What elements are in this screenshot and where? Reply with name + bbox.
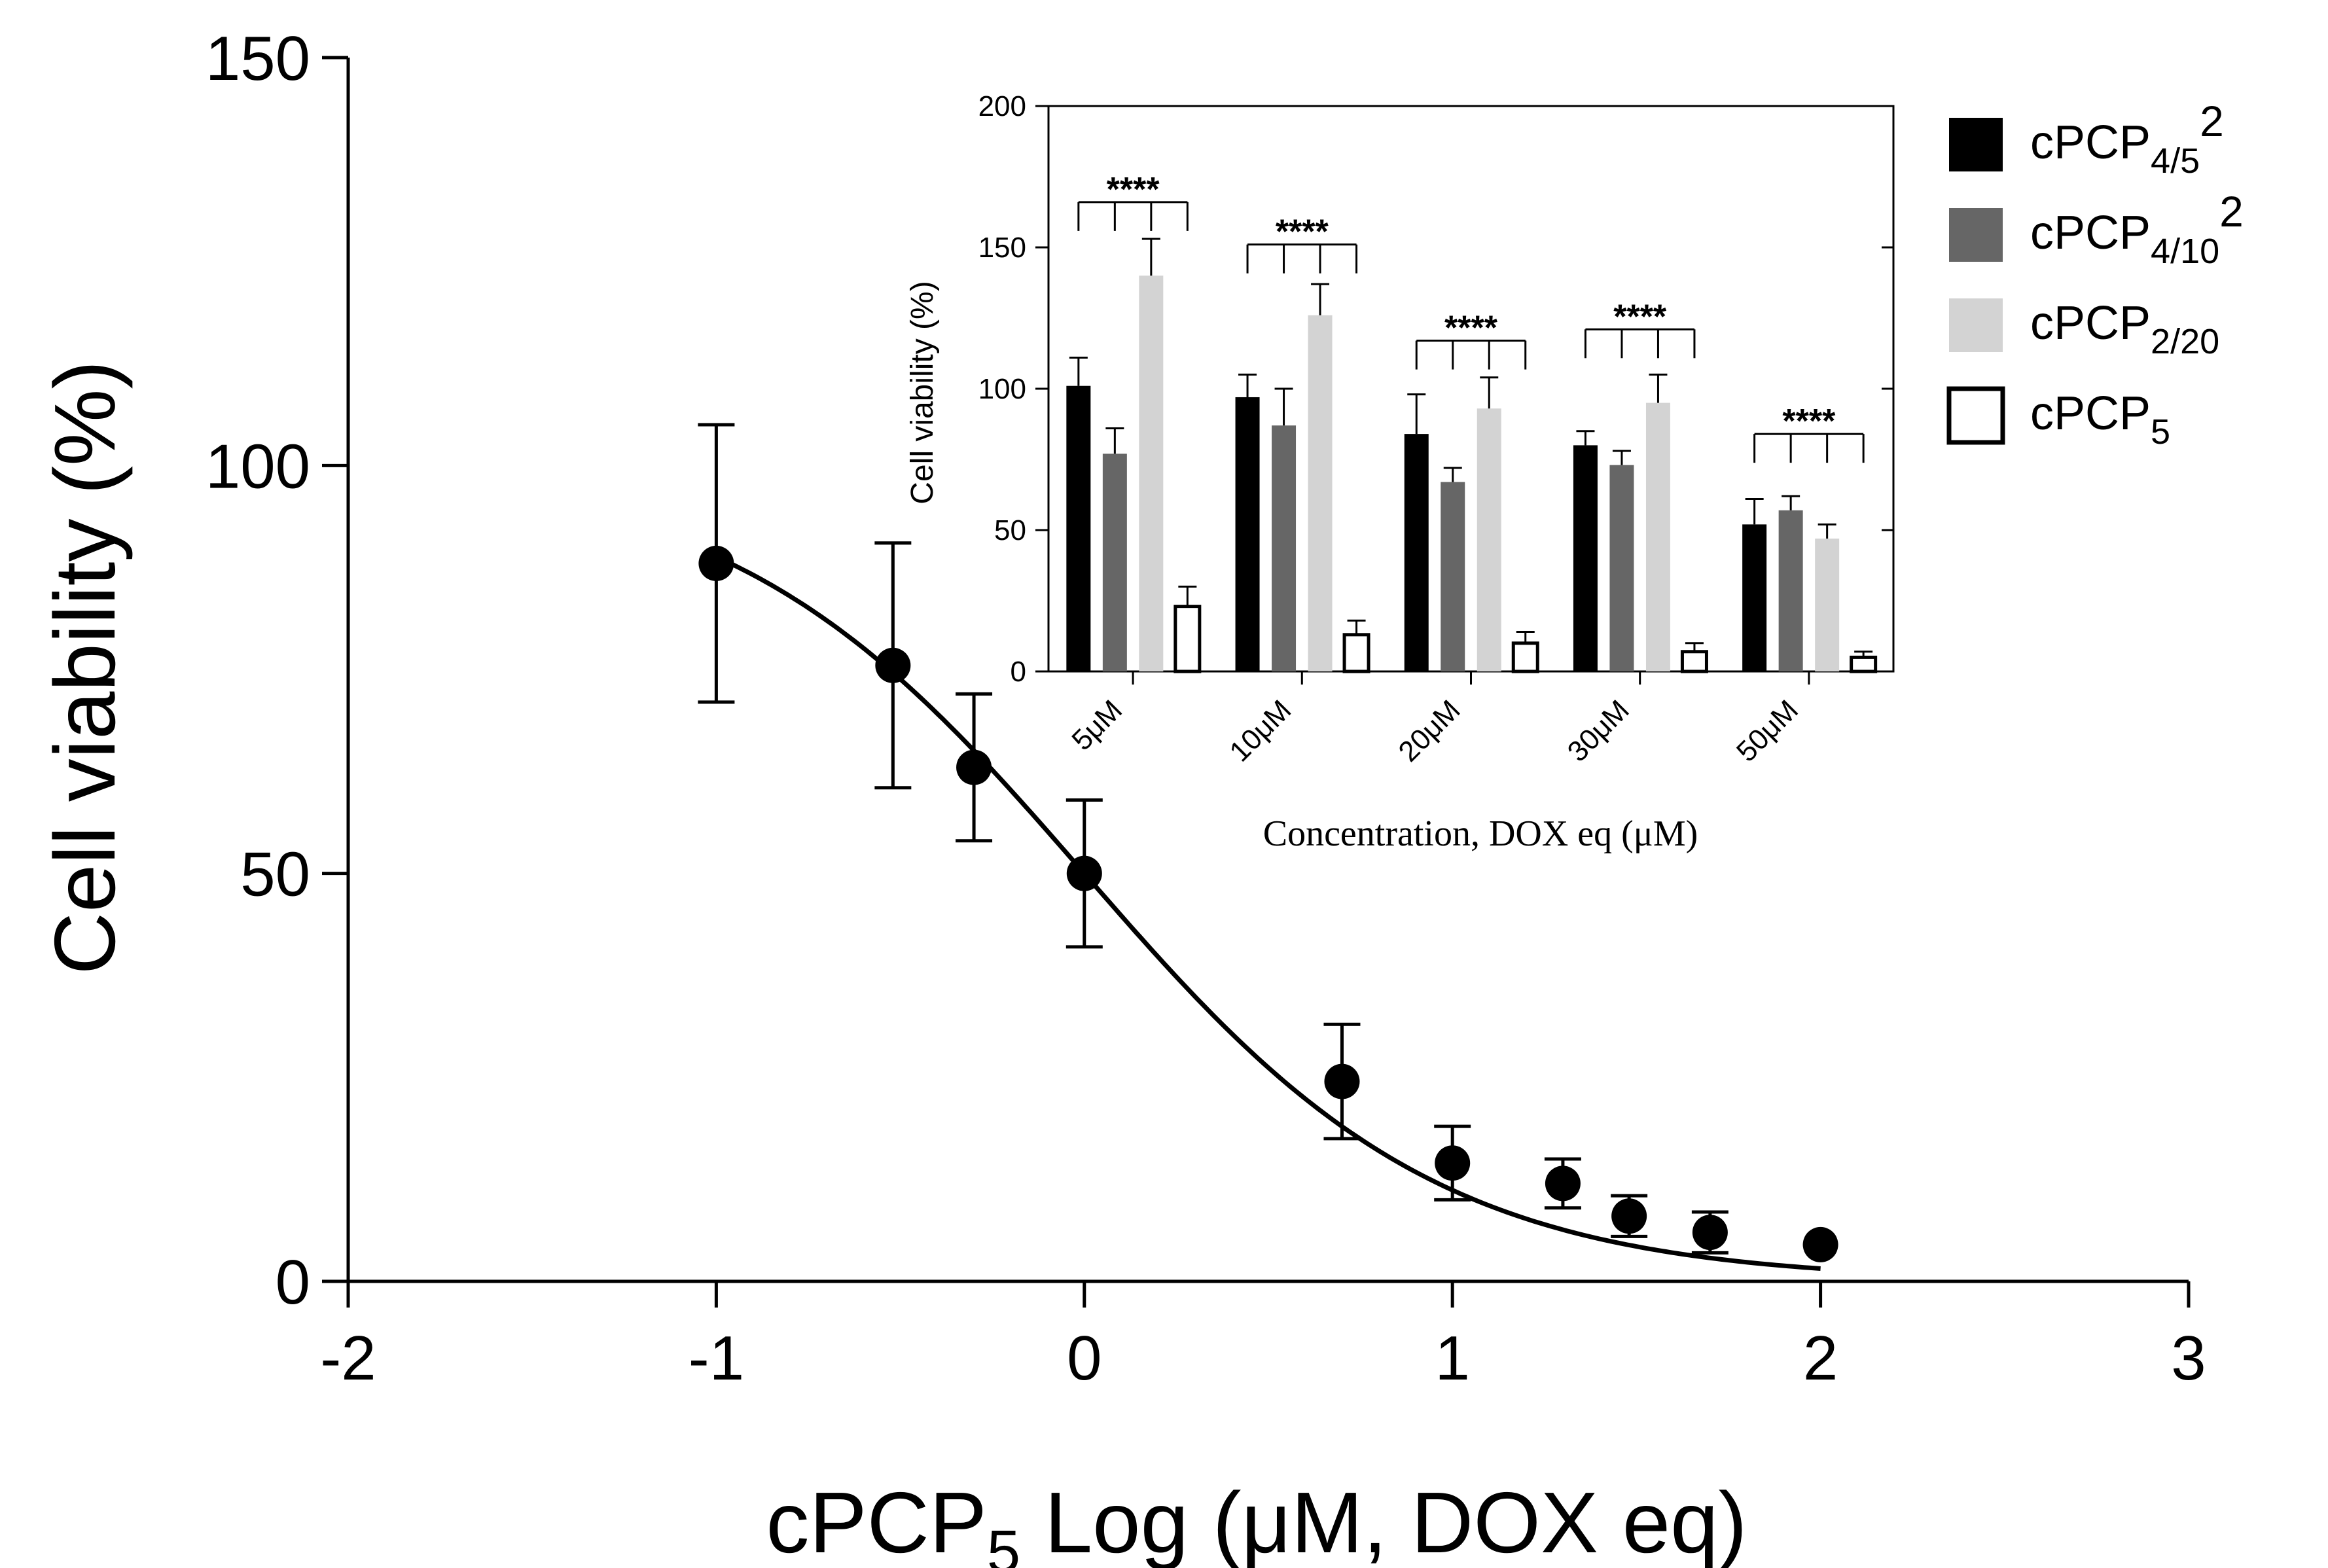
legend-swatch: [1949, 298, 2003, 352]
data-point: [1545, 1166, 1581, 1202]
bar: [1850, 655, 1878, 673]
main-x-tick-label: 0: [1067, 1323, 1101, 1393]
inset-x-tick-label: 50μM: [1730, 694, 1804, 768]
data-point: [698, 545, 734, 581]
bar: [1404, 434, 1429, 671]
bar: [1308, 315, 1333, 671]
inset-y-tick-label: 100: [978, 373, 1026, 405]
legend-swatch: [1946, 386, 2005, 445]
main-y-axis-label: Cell viability (%): [37, 361, 133, 975]
bar: [1272, 425, 1297, 671]
main-x-tick-label: -2: [320, 1323, 376, 1393]
data-point: [956, 749, 992, 785]
data-point: [1692, 1215, 1728, 1251]
main-y-tick-label: 150: [206, 24, 310, 94]
significance-label: ****: [1782, 402, 1836, 440]
main-y-tick-label: 100: [206, 431, 310, 501]
data-point: [1066, 855, 1102, 891]
significance-label: ****: [1613, 298, 1667, 336]
bar: [1511, 641, 1539, 673]
main-x-tick-label: -1: [689, 1323, 744, 1393]
main-x-tick-label: 1: [1435, 1323, 1470, 1393]
legend-label: cPCP4/52: [2030, 97, 2224, 181]
legend-label: cPCP5: [2030, 387, 2170, 452]
inset-x-tick-label: 10μM: [1223, 694, 1297, 768]
bar: [1742, 524, 1767, 671]
main-x-tick-label: 2: [1803, 1323, 1838, 1393]
data-point: [875, 647, 911, 683]
bar: [1645, 402, 1670, 671]
main-x-axis-label: cPCP5 Log (μM, DOX eq): [766, 1474, 1747, 1568]
bar: [1815, 538, 1840, 671]
significance-label: ****: [1444, 310, 1498, 347]
bar: [1609, 465, 1634, 671]
significance-label: ****: [1276, 213, 1329, 251]
inset-y-axis-label: Cell viability (%): [905, 281, 940, 504]
bar: [1342, 633, 1370, 673]
bar: [1102, 454, 1127, 671]
bar: [1173, 605, 1202, 673]
bar: [1235, 397, 1260, 671]
data-point: [1324, 1063, 1360, 1099]
inset-chart: Concentration, DOX eq (μM) Cell viabilit…: [905, 90, 1895, 854]
bar: [1778, 510, 1803, 671]
inset-y-tick-label: 200: [978, 90, 1026, 122]
inset-x-tick-label: 5μM: [1066, 694, 1128, 757]
bar: [1477, 408, 1501, 671]
bar: [1680, 650, 1708, 673]
bar: [1441, 482, 1465, 671]
legend-swatch: [1949, 208, 2003, 262]
legend-label: cPCP4/102: [2030, 187, 2244, 271]
main-chart: cPCP5 Log (μM, DOX eq) Cell viability (%…: [37, 24, 2206, 1568]
inset-y-tick-label: 0: [1011, 656, 1026, 688]
inset-x-tick-label: 20μM: [1392, 694, 1466, 768]
legend-swatch: [1949, 118, 2003, 171]
main-y-tick-label: 50: [240, 840, 310, 910]
bar: [1573, 445, 1598, 671]
inset-y-tick-label: 50: [994, 514, 1026, 546]
bar: [1139, 276, 1164, 671]
data-point: [1611, 1198, 1647, 1234]
data-point: [1435, 1145, 1471, 1181]
bar: [1066, 385, 1091, 671]
inset-frame: [1047, 105, 1895, 673]
main-y-tick-label: 0: [276, 1247, 310, 1317]
data-point: [1802, 1226, 1838, 1262]
inset-y-tick-label: 150: [978, 232, 1026, 264]
significance-label: ****: [1107, 171, 1160, 209]
inset-x-axis-label: Concentration, DOX eq (μM): [1263, 813, 1698, 854]
inset-x-tick-label: 30μM: [1562, 694, 1636, 768]
legend-label: cPCP2/20: [2030, 297, 2219, 361]
main-x-tick-label: 3: [2171, 1323, 2206, 1393]
